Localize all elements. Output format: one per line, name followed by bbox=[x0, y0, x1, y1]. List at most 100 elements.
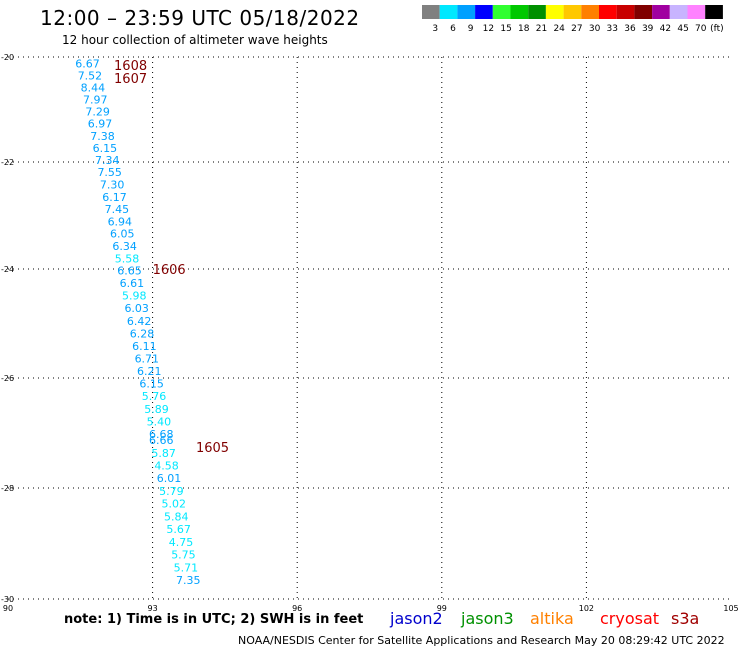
legend-label: 6 bbox=[450, 24, 456, 34]
swh-point-label: 6.34 bbox=[112, 240, 137, 253]
swh-point-label: 6.15 bbox=[139, 378, 164, 391]
legend-label: 30 bbox=[589, 24, 601, 34]
legend-swatch bbox=[581, 5, 599, 19]
y-tick-label: -22 bbox=[1, 158, 14, 167]
legend-swatch bbox=[422, 5, 440, 19]
legend-label: 45 bbox=[677, 24, 688, 34]
legend-label: 36 bbox=[624, 24, 636, 34]
swh-point-label: 5.79 bbox=[159, 485, 184, 498]
legend-swatch bbox=[705, 5, 723, 19]
swh-point-label: 6.28 bbox=[130, 327, 155, 340]
legend-label: 15 bbox=[500, 24, 511, 34]
swh-point-label: 6.61 bbox=[120, 277, 145, 290]
swh-point-label: 5.58 bbox=[115, 252, 140, 265]
swh-point-label: 7.30 bbox=[100, 178, 125, 191]
swh-point-label: 6.11 bbox=[132, 340, 157, 353]
footer-note: note: 1) Time is in UTC; 2) SWH is in fe… bbox=[64, 612, 364, 627]
swh-point-label: 6.01 bbox=[157, 472, 182, 485]
time-label: 1608 bbox=[114, 59, 147, 74]
swh-point-label: 5.75 bbox=[171, 549, 196, 562]
swh-point-label: 7.38 bbox=[90, 130, 115, 143]
swh-point-label: 6.67 bbox=[75, 57, 100, 70]
x-tick-label: 90 bbox=[3, 604, 13, 613]
legend-label: 39 bbox=[642, 24, 654, 34]
swh-point-label: 6.68 bbox=[149, 428, 174, 441]
chart-subtitle: 12 hour collection of altimeter wave hei… bbox=[62, 33, 328, 47]
time-label: 1606 bbox=[153, 263, 186, 278]
satellite-jason3: jason3 bbox=[461, 609, 514, 628]
satellite-altika: altika bbox=[530, 609, 574, 628]
time-label: 1605 bbox=[196, 441, 229, 456]
swh-point-label: 6.05 bbox=[110, 228, 135, 241]
swh-point-label: 7.55 bbox=[97, 166, 122, 179]
swh-point-label: 7.35 bbox=[176, 574, 201, 587]
legend-label: 33 bbox=[607, 24, 618, 34]
legend-swatch bbox=[492, 5, 511, 19]
legend-label: 3 bbox=[432, 24, 438, 34]
legend-unit: (ft) bbox=[710, 24, 724, 34]
legend-label: 27 bbox=[571, 24, 582, 34]
x-tick-label: 105 bbox=[723, 604, 738, 613]
swh-point-label: 7.52 bbox=[78, 69, 103, 82]
x-tick-label: 102 bbox=[579, 604, 594, 613]
legend-swatch bbox=[545, 5, 564, 19]
x-tick-label: 93 bbox=[148, 604, 158, 613]
swh-point-label: 5.87 bbox=[151, 447, 176, 460]
legend-label: 12 bbox=[483, 24, 494, 34]
swh-point-label: 5.76 bbox=[142, 390, 167, 403]
y-tick-label: -26 bbox=[1, 374, 14, 383]
swh-point-label: 4.58 bbox=[154, 459, 179, 472]
legend-label: 21 bbox=[536, 24, 547, 34]
y-tick-label: -20 bbox=[1, 53, 14, 62]
swh-point-label: 6.94 bbox=[108, 215, 133, 228]
y-tick-label: -28 bbox=[1, 484, 14, 493]
legend-swatch bbox=[457, 5, 476, 19]
swh-point-label: 6.21 bbox=[137, 365, 162, 378]
x-tick-label: 96 bbox=[292, 604, 302, 613]
swh-point-label: 6.17 bbox=[102, 191, 127, 204]
swh-point-label: 7.45 bbox=[105, 203, 130, 216]
legend-swatch bbox=[563, 5, 582, 19]
swh-point-label: 5.89 bbox=[144, 403, 169, 416]
swh-point-label: 5.02 bbox=[162, 498, 187, 511]
legend-label: 9 bbox=[468, 24, 474, 34]
x-tick-label: 99 bbox=[437, 604, 447, 613]
legend-label: 42 bbox=[660, 24, 671, 34]
swh-point-label: 6.71 bbox=[135, 352, 160, 365]
legend-swatch bbox=[528, 5, 546, 19]
time-label: 1607 bbox=[114, 72, 147, 87]
swh-point-label: 5.71 bbox=[174, 561, 199, 574]
swh-point-label: 5.98 bbox=[122, 290, 147, 303]
chart-title: 12:00 – 23:59 UTC 05/18/2022 bbox=[40, 6, 360, 30]
swh-point-label: 7.34 bbox=[95, 154, 120, 167]
swh-point-label: 6.03 bbox=[124, 302, 149, 315]
legend-label: 70 bbox=[695, 24, 707, 34]
legend-swatch bbox=[652, 5, 670, 19]
y-tick-label: -30 bbox=[1, 595, 14, 604]
legend-swatch bbox=[439, 5, 458, 19]
y-tick-label: -24 bbox=[1, 265, 14, 274]
legend-swatch bbox=[687, 5, 706, 19]
swh-point-label: 4.75 bbox=[169, 536, 194, 549]
swh-point-label: 6.15 bbox=[93, 142, 118, 155]
legend-swatch bbox=[510, 5, 529, 19]
legend-swatch bbox=[616, 5, 635, 19]
swh-point-label: 5.84 bbox=[164, 510, 189, 523]
swh-point-label: 6.97 bbox=[88, 118, 113, 131]
credit-line: NOAA/NESDIS Center for Satellite Applica… bbox=[238, 634, 725, 647]
legend-label: 24 bbox=[553, 24, 565, 34]
swh-point-label: 8.44 bbox=[81, 81, 106, 94]
swh-point-label: 5.40 bbox=[147, 415, 172, 428]
legend-swatch bbox=[599, 5, 617, 19]
swh-point-label: 7.29 bbox=[85, 106, 110, 119]
legend-swatch bbox=[669, 5, 688, 19]
legend-label: 18 bbox=[518, 24, 530, 34]
swh-point-label: 5.67 bbox=[166, 523, 191, 536]
swh-point-label: 7.97 bbox=[83, 94, 108, 107]
swh-point-label: 6.65 bbox=[117, 265, 142, 278]
legend-swatch bbox=[475, 5, 493, 19]
satellite-cryosat: cryosat bbox=[600, 609, 660, 628]
color-legend: 3 6 9 12 15 18 21 24 27 30 33 36 39 42 45 70 (ft) bbox=[422, 5, 724, 34]
satellite-s3a: s3a bbox=[671, 609, 700, 628]
